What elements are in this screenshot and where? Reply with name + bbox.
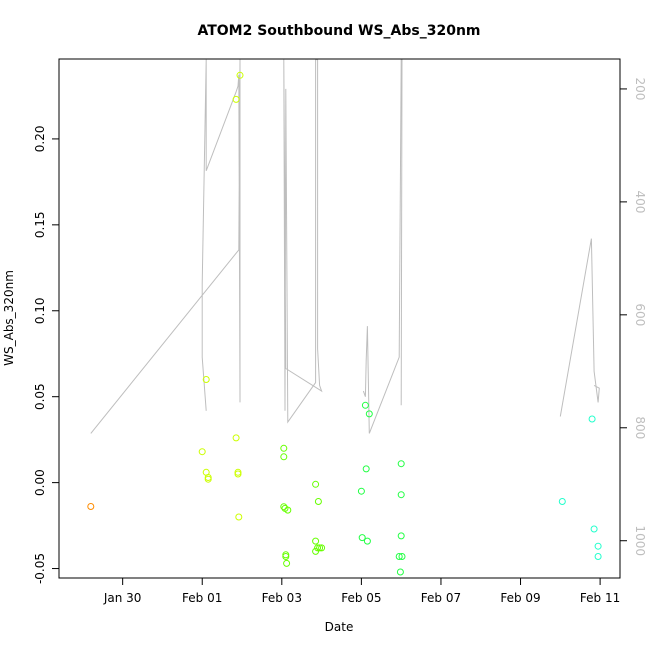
plot-frame xyxy=(58,58,621,579)
y-tick-label: 0.10 xyxy=(33,297,47,324)
data-point xyxy=(365,410,373,418)
right-tick-label: 1000 xyxy=(633,525,647,556)
x-tick-label: Feb 07 xyxy=(421,591,461,605)
data-point xyxy=(397,460,405,468)
data-point xyxy=(361,401,369,409)
y-axis: -0.05 0.00 0.05 0.10 0.15 0.20 xyxy=(33,126,60,584)
line-segment-0 xyxy=(90,59,241,434)
data-point xyxy=(204,475,212,483)
line-segment-1 xyxy=(283,59,323,424)
data-point xyxy=(232,95,240,103)
data-point xyxy=(396,568,404,576)
data-point xyxy=(358,534,366,542)
y-tick-label: 0.15 xyxy=(33,211,47,238)
right-tick-label: 400 xyxy=(633,190,647,213)
data-point xyxy=(314,544,322,552)
data-point xyxy=(397,491,405,499)
data-point xyxy=(594,553,602,560)
y-tick-label: 0.00 xyxy=(33,469,47,496)
data-point xyxy=(232,434,240,442)
data-point xyxy=(280,503,288,511)
data-point xyxy=(282,551,290,559)
data-point xyxy=(357,487,365,495)
right-tick-label: 600 xyxy=(633,303,647,326)
x-tick-label: Feb 01 xyxy=(182,591,222,605)
x-axis: Jan 30 Feb 01 Feb 03 Feb 05 Feb 07 Feb 09 Feb … xyxy=(103,577,620,605)
y-tick-label: 0.20 xyxy=(33,126,47,153)
right-tick-label: 200 xyxy=(633,77,647,100)
data-point xyxy=(398,553,406,560)
data-point xyxy=(363,537,371,545)
x-axis-label: Date xyxy=(325,620,354,634)
data-point xyxy=(284,506,292,514)
line-series xyxy=(90,59,600,434)
data-point xyxy=(312,547,320,555)
x-tick-label: Feb 05 xyxy=(341,591,381,605)
data-point xyxy=(280,444,288,452)
data-point xyxy=(316,544,324,552)
data-point xyxy=(590,525,598,533)
x-tick-label: Feb 11 xyxy=(580,591,620,605)
data-point xyxy=(395,553,403,560)
data-point xyxy=(87,503,95,510)
data-point xyxy=(202,376,210,383)
data-point xyxy=(283,559,291,567)
data-point xyxy=(312,480,320,488)
data-point xyxy=(235,513,243,521)
right-tick-label: 800 xyxy=(633,416,647,439)
y-tick-label: -0.05 xyxy=(33,553,47,584)
data-point xyxy=(314,498,322,505)
x-tick-label: Jan 30 xyxy=(103,591,142,605)
line-segment-2 xyxy=(362,59,403,434)
data-point xyxy=(588,415,596,423)
data-point xyxy=(318,544,326,552)
chart-title: ATOM2 Southbound WS_Abs_320nm xyxy=(197,23,480,39)
data-point xyxy=(280,453,288,461)
scatter-points xyxy=(87,71,602,576)
right-axis: 200 400 600 800 1000 xyxy=(619,77,647,556)
y-axis-label: WS_Abs_320nm xyxy=(2,270,16,366)
data-point xyxy=(236,71,244,79)
data-point xyxy=(397,532,405,540)
data-point xyxy=(234,468,242,476)
data-point xyxy=(594,542,602,550)
line-segment-3 xyxy=(559,238,600,417)
data-point xyxy=(362,465,370,473)
x-tick-label: Feb 09 xyxy=(500,591,540,605)
data-point xyxy=(312,537,320,545)
x-tick-label: Feb 03 xyxy=(262,591,302,605)
data-point xyxy=(558,498,566,505)
y-tick-label: 0.05 xyxy=(33,383,47,410)
data-point xyxy=(198,448,206,456)
